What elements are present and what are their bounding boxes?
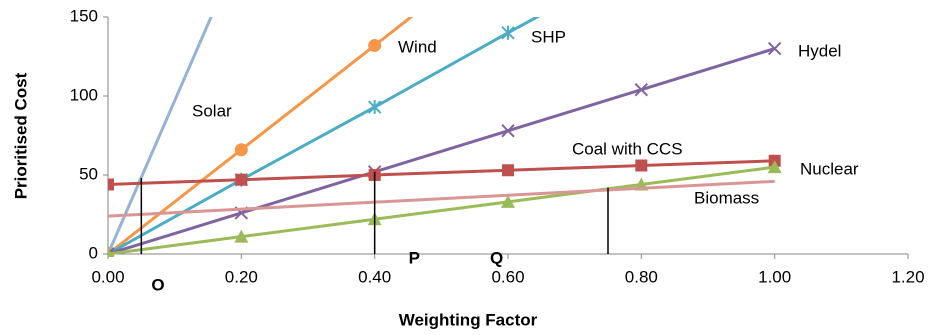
series-label: Solar	[192, 101, 232, 120]
marker	[368, 38, 382, 52]
series-label: Biomass	[694, 188, 759, 207]
marker	[235, 173, 248, 186]
plot-area	[108, 17, 782, 257]
series-label: Nuclear	[800, 159, 859, 178]
x-axis-title: Weighting Factor	[399, 310, 538, 329]
x-tick-label: 0.20	[225, 267, 258, 286]
x-tick-label: 0.60	[491, 267, 524, 286]
marker	[108, 178, 114, 191]
marker	[108, 247, 115, 257]
x-tick-label: 0.80	[625, 267, 658, 286]
series-line	[108, 179, 775, 218]
marker	[635, 159, 648, 172]
x-tick-label: 0.40	[358, 267, 391, 286]
series-label: Hydel	[798, 41, 841, 60]
marker	[634, 82, 649, 97]
marker	[767, 160, 782, 174]
y-tick-label: 150	[70, 6, 98, 25]
series-line	[108, 17, 414, 256]
y-axis-title: Prioritised Cost	[11, 72, 30, 199]
annotation-label: P	[409, 248, 420, 267]
y-tick-label: 50	[79, 164, 98, 183]
x-tick-label: 0.00	[91, 267, 124, 286]
series-line	[108, 159, 775, 186]
marker	[108, 247, 114, 257]
x-tick-label: 1.20	[891, 267, 924, 286]
y-tick-label: 100	[70, 85, 98, 104]
series-label: Coal with CCS	[572, 139, 683, 158]
series-line	[108, 47, 776, 256]
series-label: Wind	[398, 37, 437, 56]
x-tick-label: 1.00	[758, 267, 791, 286]
series-line	[108, 17, 213, 255]
marker	[501, 25, 515, 40]
annotation-label: O	[151, 275, 164, 294]
marker	[234, 143, 248, 157]
series-line	[108, 165, 775, 256]
marker	[502, 164, 514, 177]
y-tick-label: 0	[89, 243, 98, 262]
marker	[367, 100, 382, 115]
annotation-label: Q	[490, 248, 503, 267]
marker	[501, 194, 515, 208]
marker	[234, 229, 249, 243]
marker	[767, 41, 782, 56]
series-label: SHP	[531, 27, 566, 46]
marker	[501, 124, 515, 138]
